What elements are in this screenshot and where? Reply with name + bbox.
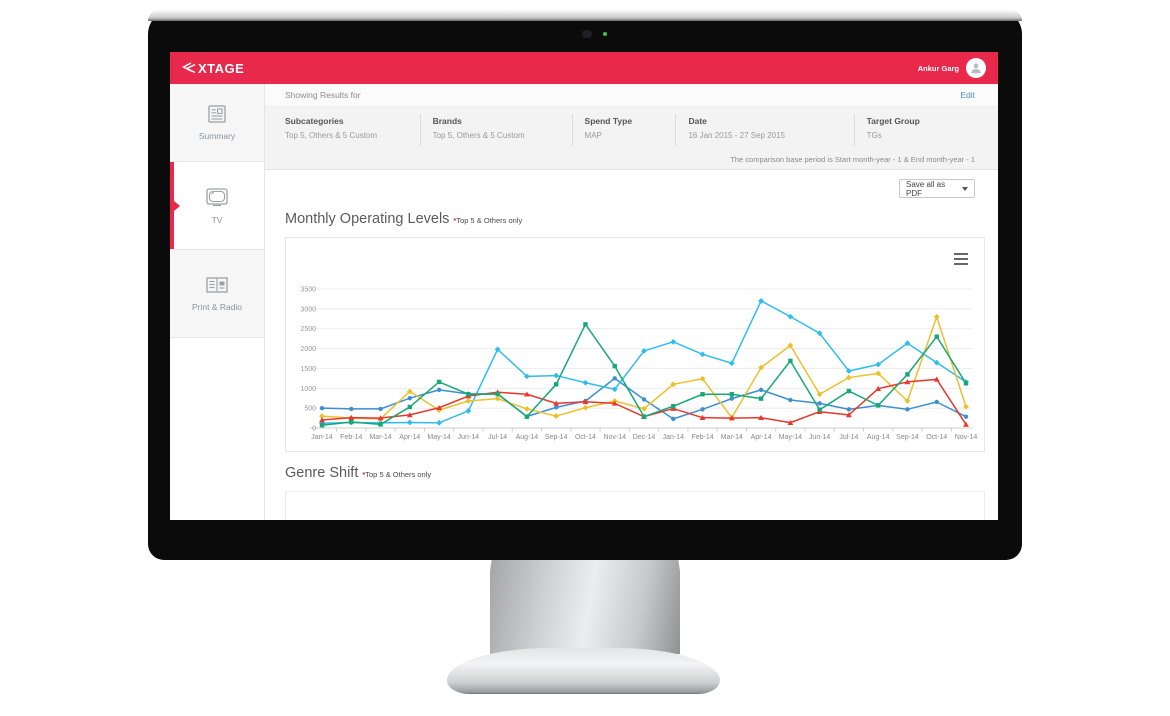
svg-text:Apr-14: Apr-14 bbox=[751, 434, 772, 441]
svg-text:Jan-14: Jan-14 bbox=[663, 434, 685, 441]
svg-text:May-14: May-14 bbox=[427, 434, 450, 441]
sidebar: Summary TV bbox=[170, 84, 265, 520]
section-title: Monthly Operating Levels bbox=[285, 211, 449, 227]
filter-value: Top 5, Others & 5 Custom bbox=[433, 131, 564, 140]
screen: XTAGE Ankur Garg bbox=[170, 52, 998, 520]
svg-text:3500: 3500 bbox=[300, 287, 316, 294]
section-note: *Top 5 & Others only bbox=[362, 470, 431, 479]
monthly-operating-levels-chart: 0 500 1000 1500 2000 2500 3000 3500 Jan-14 Feb-14… bbox=[286, 256, 984, 449]
filter-value: Top 5, Others & 5 Custom bbox=[285, 131, 412, 140]
svg-text:Jul-14: Jul-14 bbox=[488, 434, 507, 441]
svg-text:Jul-14: Jul-14 bbox=[839, 434, 858, 441]
svg-text:May-14: May-14 bbox=[779, 434, 802, 441]
section-monthly-operating-levels: Monthly Operating Levels *Top 5 & Others… bbox=[285, 211, 985, 227]
monitor-stand-base bbox=[447, 648, 720, 694]
svg-text:Apr-14: Apr-14 bbox=[399, 434, 420, 441]
camera-led bbox=[603, 32, 607, 36]
avatar[interactable] bbox=[966, 58, 986, 78]
filter-spend-type: Spend Type MAP bbox=[572, 114, 676, 146]
active-arrow-icon bbox=[174, 201, 180, 211]
content-area: Save all as PDF Monthly Operating Levels… bbox=[265, 179, 998, 520]
genre-shift-panel-top bbox=[285, 491, 985, 520]
svg-text:Aug-14: Aug-14 bbox=[867, 434, 890, 441]
person-icon bbox=[969, 61, 983, 75]
section-title: Genre Shift bbox=[285, 465, 358, 481]
edit-link[interactable]: Edit bbox=[960, 90, 975, 100]
svg-text:Mar-14: Mar-14 bbox=[721, 434, 743, 441]
svg-text:1500: 1500 bbox=[300, 366, 316, 373]
filter-label: Subcategories bbox=[285, 116, 412, 126]
filter-brands: Brands Top 5, Others & 5 Custom bbox=[420, 114, 572, 146]
svg-text:Oct-14: Oct-14 bbox=[575, 434, 596, 441]
svg-text:Feb-14: Feb-14 bbox=[691, 434, 713, 441]
save-as-pdf-label: Save all as PDF bbox=[906, 180, 962, 198]
monitor-top-edge bbox=[148, 10, 1022, 21]
svg-text:Jun-14: Jun-14 bbox=[458, 434, 480, 441]
sidebar-item-label: Print & Radio bbox=[192, 302, 242, 312]
svg-text:Oct-14: Oct-14 bbox=[926, 434, 947, 441]
filter-value: MAP bbox=[585, 131, 668, 140]
sidebar-item-print-radio[interactable]: Print & Radio bbox=[170, 250, 264, 338]
svg-text:500: 500 bbox=[304, 406, 316, 413]
comparison-note: The comparison base period is Start mont… bbox=[285, 155, 975, 164]
monitor-stand-neck bbox=[490, 558, 680, 654]
user-menu[interactable]: Ankur Garg bbox=[918, 58, 986, 78]
svg-text:Jan-14: Jan-14 bbox=[311, 434, 333, 441]
filter-value: 16 Jan 2015 - 27 Sep 2015 bbox=[688, 131, 845, 140]
svg-text:Aug-14: Aug-14 bbox=[516, 434, 539, 441]
logo-text: XTAGE bbox=[198, 61, 244, 76]
svg-text:Feb-14: Feb-14 bbox=[340, 434, 362, 441]
filter-label: Target Group bbox=[867, 116, 967, 126]
filter-label: Date bbox=[688, 116, 845, 126]
svg-text:Nov-14: Nov-14 bbox=[603, 434, 626, 441]
app-logo: XTAGE bbox=[182, 61, 244, 76]
filter-label: Spend Type bbox=[585, 116, 668, 126]
chart-panel: 0 500 1000 1500 2000 2500 3000 3500 Jan-14 Feb-14… bbox=[285, 237, 985, 452]
filter-bar: Subcategories Top 5, Others & 5 Custom B… bbox=[265, 107, 998, 170]
svg-text:2500: 2500 bbox=[300, 326, 316, 333]
svg-text:Nov-14: Nov-14 bbox=[955, 434, 978, 441]
user-name[interactable]: Ankur Garg bbox=[918, 64, 959, 73]
filter-target-group: Target Group TGs bbox=[854, 114, 975, 146]
tv-icon bbox=[203, 186, 231, 208]
save-as-pdf-select[interactable]: Save all as PDF bbox=[899, 179, 975, 198]
results-bar: Showing Results for Edit bbox=[265, 84, 998, 107]
svg-text:Jun-14: Jun-14 bbox=[809, 434, 831, 441]
main-area: Showing Results for Edit Subcategories T… bbox=[265, 84, 998, 520]
svg-text:1000: 1000 bbox=[300, 386, 316, 393]
svg-text:2000: 2000 bbox=[300, 346, 316, 353]
sidebar-item-label: Summary bbox=[199, 131, 235, 141]
svg-text:0: 0 bbox=[312, 426, 316, 433]
section-note-text: Top 5 & Others only bbox=[365, 470, 431, 479]
sidebar-item-label: TV bbox=[212, 215, 223, 225]
sidebar-item-summary[interactable]: Summary bbox=[170, 84, 264, 162]
newspaper-icon bbox=[204, 104, 230, 124]
filter-value: TGs bbox=[867, 131, 967, 140]
section-genre-shift: Genre Shift *Top 5 & Others only bbox=[285, 465, 985, 481]
chevron-down-icon bbox=[962, 187, 968, 191]
webcam-icon bbox=[582, 30, 592, 38]
svg-text:Sep-14: Sep-14 bbox=[896, 434, 919, 441]
section-note: *Top 5 & Others only bbox=[453, 216, 522, 225]
svg-text:Dec-14: Dec-14 bbox=[633, 434, 656, 441]
filter-date: Date 16 Jan 2015 - 27 Sep 2015 bbox=[675, 114, 853, 146]
svg-text:Sep-14: Sep-14 bbox=[545, 434, 568, 441]
svg-text:Mar-14: Mar-14 bbox=[369, 434, 391, 441]
svg-text:3000: 3000 bbox=[300, 306, 316, 313]
sidebar-item-tv[interactable]: TV bbox=[170, 162, 264, 250]
app-header: XTAGE Ankur Garg bbox=[170, 52, 998, 84]
filter-subcategories: Subcategories Top 5, Others & 5 Custom bbox=[285, 114, 420, 146]
print-radio-icon bbox=[203, 275, 231, 295]
results-label: Showing Results for bbox=[285, 90, 361, 100]
section-note-text: Top 5 & Others only bbox=[456, 216, 522, 225]
logo-icon bbox=[182, 62, 196, 75]
filter-label: Brands bbox=[433, 116, 564, 126]
